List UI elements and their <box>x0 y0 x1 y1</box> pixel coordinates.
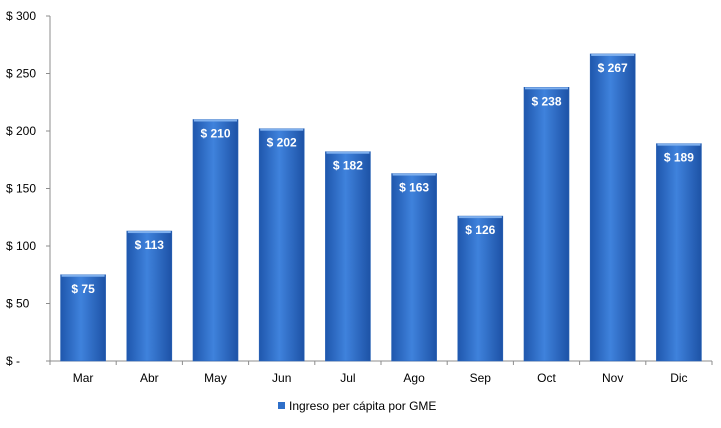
x-tick-label: Jul <box>340 371 355 385</box>
y-tick-label: $ 300 <box>6 9 36 23</box>
data-label: $ 163 <box>399 181 429 195</box>
y-axis-ticks: $ - $ 50 $ 100 $ 150 $ 200 $ 250 $ 300 <box>6 9 50 368</box>
x-tick-label: Sep <box>470 371 492 385</box>
x-tick-label: Oct <box>537 371 556 385</box>
data-label: $ 182 <box>333 159 363 173</box>
bar <box>391 173 437 362</box>
bar <box>457 215 504 362</box>
data-labels: $ 75 $ 113 $ 210 $ 202 $ 182 $ 163 $ 126 $ 238 $… <box>71 61 694 296</box>
x-tick-label: May <box>204 371 227 385</box>
bar <box>656 143 702 362</box>
legend: Ingreso per cápita por GME <box>278 399 436 413</box>
y-tick-label: $ 100 <box>6 239 36 253</box>
x-tick-label: Nov <box>602 371 623 385</box>
y-tick-label: $ 200 <box>6 124 36 138</box>
bar-highlight <box>326 151 370 154</box>
data-label: $ 113 <box>135 238 165 252</box>
bar-highlight <box>127 231 171 234</box>
x-tick-label: Abr <box>140 371 159 385</box>
bar <box>325 151 371 362</box>
bar-highlight <box>591 53 635 56</box>
bar-highlight <box>61 274 105 277</box>
bar <box>60 274 106 362</box>
bar-highlight <box>458 216 502 219</box>
bar <box>126 230 173 362</box>
bar-highlight <box>524 87 569 90</box>
y-tick-label: $ - <box>6 354 20 368</box>
y-tick-label: $ 150 <box>6 182 36 196</box>
x-tick-label: Dic <box>670 371 687 385</box>
data-label: $ 75 <box>71 282 95 296</box>
data-label: $ 267 <box>598 61 628 75</box>
x-tick-label: Mar <box>73 371 94 385</box>
data-label: $ 126 <box>465 223 495 237</box>
data-label: $ 202 <box>267 136 297 150</box>
bar-highlight <box>193 119 238 122</box>
bar-highlight <box>260 128 304 131</box>
bars <box>60 53 702 362</box>
data-label: $ 189 <box>664 151 694 165</box>
data-label: $ 238 <box>531 94 561 108</box>
bar <box>523 87 570 362</box>
x-tick-label: Jun <box>272 371 291 385</box>
y-tick-label: $ 250 <box>6 67 36 81</box>
legend-label: Ingreso per cápita por GME <box>289 399 436 413</box>
x-axis-ticks: Mar Abr May Jun Jul Ago Sep Oct Nov Dic <box>49 361 713 385</box>
y-tick-label: $ 50 <box>6 297 30 311</box>
bar <box>192 119 239 362</box>
bar-highlight <box>392 173 436 176</box>
x-tick-label: Ago <box>403 371 425 385</box>
bar-highlight <box>657 143 701 146</box>
legend-swatch <box>278 402 285 409</box>
data-label: $ 210 <box>200 127 230 141</box>
bar <box>589 53 636 362</box>
bar <box>258 128 305 362</box>
